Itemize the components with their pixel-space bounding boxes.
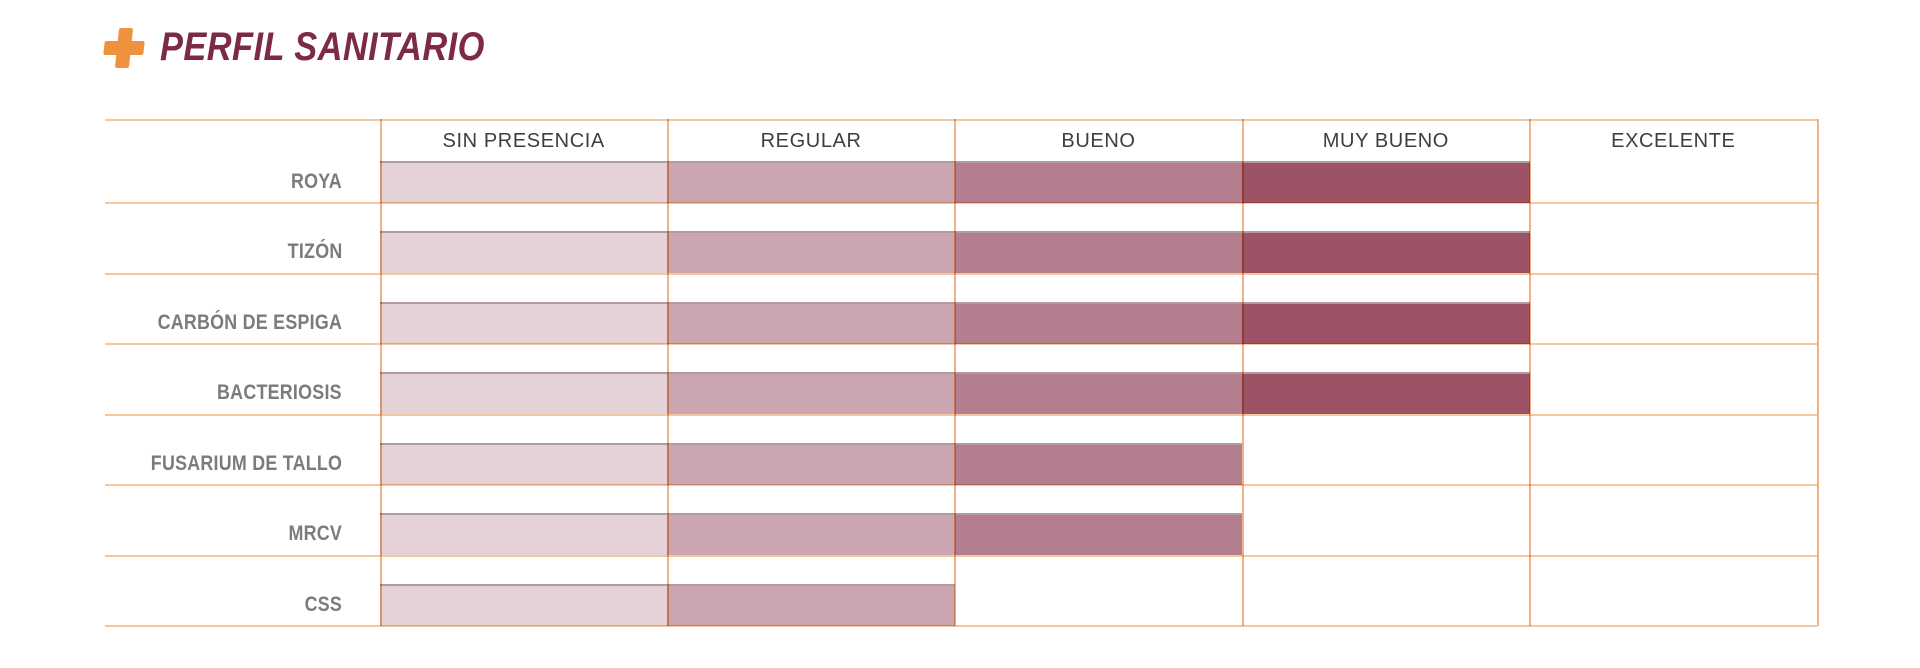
rating-segment	[954, 444, 1243, 485]
row-label-fusarium-de-tallo: FUSARIUM DE TALLO	[150, 451, 342, 475]
row-label-tizon: TIZÓN	[287, 240, 342, 263]
rating-segment	[667, 444, 955, 485]
rating-segment	[667, 303, 955, 344]
horizontal-grid-line	[105, 272, 1817, 275]
horizontal-grid-line	[105, 118, 1817, 121]
rating-segment	[667, 233, 955, 273]
rating-segment	[667, 162, 955, 203]
horizontal-grid-line	[105, 554, 1817, 557]
rating-segment	[667, 374, 955, 414]
column-header-bueno: BUENO	[1061, 130, 1136, 152]
row-label-carbon-de-espiga: CARBÓN DE ESPIGA	[157, 310, 342, 334]
rating-bar-fusarium-de-tallo	[380, 442, 1243, 485]
rating-bar-tizon	[380, 231, 1530, 273]
plus-icon	[102, 28, 146, 68]
rating-bar-css	[380, 583, 955, 626]
rating-segment	[954, 303, 1243, 344]
rating-segment	[380, 233, 668, 273]
rating-segment	[1242, 162, 1530, 203]
health-profile-chart: SIN PRESENCIA REGULAR BUENO MUY BUENO EX…	[105, 118, 1819, 627]
rating-segment	[954, 162, 1243, 203]
rating-segment	[380, 303, 668, 344]
row-label-roya: ROYA	[291, 169, 342, 193]
horizontal-grid-line	[105, 484, 1817, 486]
rating-bar-roya	[380, 160, 1530, 203]
rating-segment	[1242, 233, 1530, 273]
rating-bar-bacteriosis	[380, 372, 1530, 414]
row-label-bacteriosis: BACTERIOSIS	[217, 381, 342, 404]
section-header: PERFIL SANITARIO	[0, 0, 1920, 90]
page-title: PERFIL SANITARIO	[160, 25, 485, 69]
rating-segment	[1242, 374, 1530, 414]
column-header-excelente: EXCELENTE	[1611, 130, 1736, 152]
vertical-grid-line	[1241, 119, 1244, 626]
rating-segment	[954, 233, 1243, 273]
vertical-grid-line	[954, 119, 957, 626]
horizontal-grid-line	[105, 343, 1817, 345]
rating-segment	[667, 585, 955, 626]
rating-segment	[380, 162, 668, 203]
rating-segment	[954, 374, 1243, 414]
vertical-grid-line	[666, 119, 669, 626]
rating-segment	[954, 515, 1243, 555]
column-header-regular: REGULAR	[760, 130, 862, 152]
rating-segment	[667, 515, 955, 555]
vertical-grid-line	[379, 119, 382, 626]
rating-segment	[1242, 303, 1530, 344]
rating-segment	[380, 374, 668, 414]
rating-segment	[380, 444, 668, 485]
column-header-sin-presencia: SIN PRESENCIA	[442, 130, 605, 152]
vertical-grid-line	[1529, 119, 1532, 626]
horizontal-grid-line	[105, 625, 1817, 627]
horizontal-grid-line	[105, 413, 1817, 416]
rating-segment	[380, 585, 668, 626]
row-label-mrcv: MRCV	[288, 522, 342, 545]
rating-segment	[380, 515, 668, 555]
vertical-grid-line	[1816, 119, 1819, 626]
row-label-css: CSS	[304, 592, 342, 616]
rating-bar-mrcv	[380, 513, 1243, 555]
column-header-muy-bueno: MUY BUENO	[1322, 130, 1449, 152]
horizontal-grid-line	[105, 202, 1817, 204]
